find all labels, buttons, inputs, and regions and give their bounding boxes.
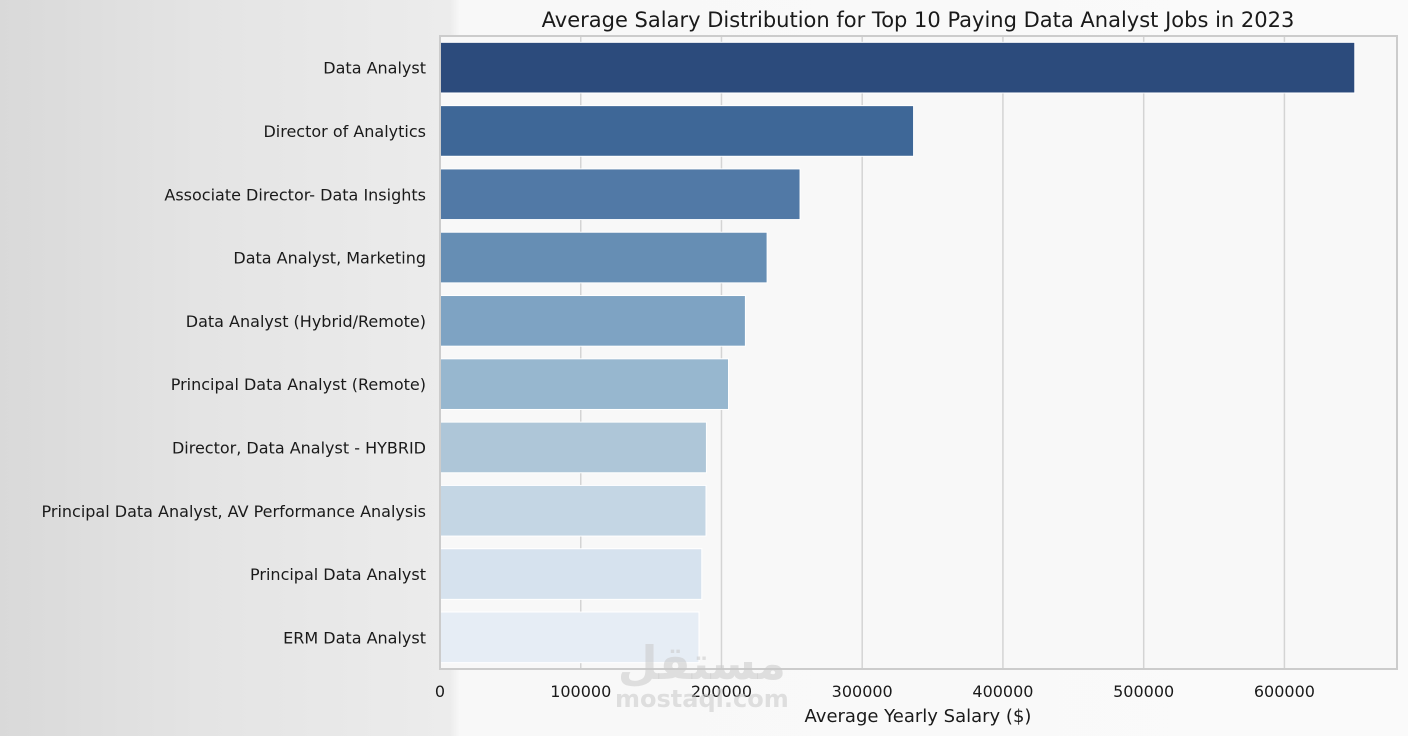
bar xyxy=(439,105,915,157)
bars xyxy=(439,41,1356,664)
y-tick-label: Director, Data Analyst - HYBRID xyxy=(172,438,426,457)
x-tick-label: 600000 xyxy=(1254,682,1315,701)
y-tick-label: Principal Data Analyst (Remote) xyxy=(171,375,426,394)
chart-title: Average Salary Distribution for Top 10 P… xyxy=(542,8,1295,32)
x-tick-label: 300000 xyxy=(832,682,893,701)
bar xyxy=(439,484,707,537)
bar xyxy=(439,41,1356,94)
y-tick-label: Data Analyst xyxy=(323,59,426,78)
x-axis-label: Average Yearly Salary ($) xyxy=(805,706,1032,727)
y-tick-label: ERM Data Analyst xyxy=(283,628,426,647)
bar xyxy=(439,611,700,664)
y-tick-label: Principal Data Analyst xyxy=(250,565,426,584)
bar xyxy=(439,295,746,347)
bar xyxy=(439,421,707,474)
y-tick-label: Principal Data Analyst, AV Performance A… xyxy=(42,502,427,521)
y-tick-label: Data Analyst, Marketing xyxy=(233,249,426,268)
y-tick-label: Associate Director- Data Insights xyxy=(164,185,426,204)
x-tick-label: 100000 xyxy=(550,682,611,701)
x-tick-label: 0 xyxy=(435,682,445,701)
bar xyxy=(439,168,801,221)
x-tick-label: 400000 xyxy=(972,682,1033,701)
bar xyxy=(439,548,703,600)
y-tick-labels: Data Analyst Director of Analytics Associa… xyxy=(42,59,427,648)
plot-frame xyxy=(439,35,1398,670)
bar xyxy=(439,231,768,284)
x-tick-label: 500000 xyxy=(1113,682,1174,701)
bar xyxy=(439,358,730,410)
x-tick-labels: 0 100000 200000 300000 400000 500000 600000 xyxy=(435,682,1315,701)
x-tick-label: 200000 xyxy=(691,682,752,701)
y-tick-label: Director of Analytics xyxy=(263,122,426,141)
y-tick-label: Data Analyst (Hybrid/Remote) xyxy=(186,312,426,331)
